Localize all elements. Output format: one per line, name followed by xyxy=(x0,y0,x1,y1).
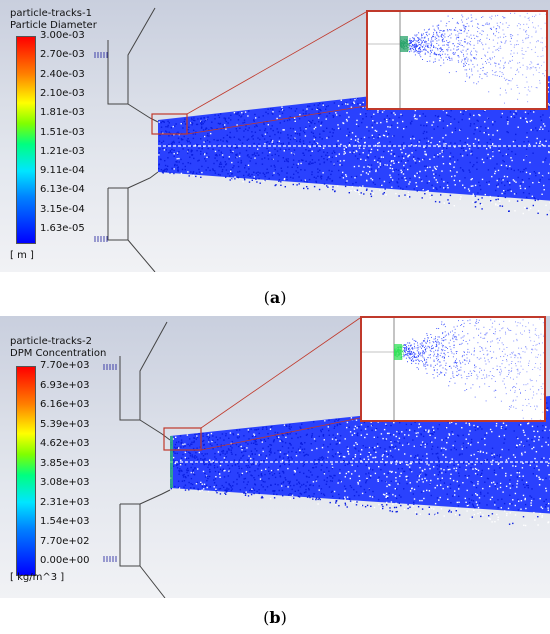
zoom-connector-line xyxy=(200,317,361,429)
colorbar-tick-label: 1.51e-03 xyxy=(40,126,85,138)
colorbar-tick-label: 1.81e-03 xyxy=(40,107,85,119)
colorbar-tick-label: 3.85e+03 xyxy=(40,457,90,469)
figure-caption-a: (a) xyxy=(263,288,287,307)
legend-title: particle-tracks-2 xyxy=(10,336,92,347)
inlet-arrows-bottom xyxy=(103,556,117,562)
colorbar-tick-label: 0.00e+00 xyxy=(40,555,90,566)
zoom-connector-line xyxy=(186,11,367,115)
particle-spray xyxy=(170,396,550,527)
zoom-connector-line xyxy=(186,105,367,135)
combustor-walls xyxy=(107,7,159,272)
caption-letter: b xyxy=(269,608,281,627)
legend-variable: DPM Concentration xyxy=(10,348,107,359)
figure-caption-b: (b) xyxy=(263,608,287,627)
zoom-region-box xyxy=(151,113,188,135)
colorbar-tick-label: 7.70e+03 xyxy=(40,360,90,371)
legend-unit: [ kg/m^3 ] xyxy=(10,572,65,583)
legend-title: particle-tracks-1 xyxy=(10,8,92,19)
colorbar-tick-label: 4.62e+03 xyxy=(40,438,90,449)
colorbar-tick-label: 7.70e+02 xyxy=(40,535,90,547)
panel-a-viewport: particle-tracks-1 Particle Diameter 3.00… xyxy=(0,0,550,272)
zoom-connector-line xyxy=(200,417,361,451)
colorbar-tick-label: 3.00e-03 xyxy=(40,30,85,41)
zoom-inset xyxy=(360,316,546,422)
zoom-inset-particles xyxy=(368,12,546,108)
colorbar xyxy=(16,36,36,244)
colorbar-tick-label: 3.15e-04 xyxy=(40,203,85,215)
inlet-arrows-bottom xyxy=(94,236,108,242)
zoom-region-box xyxy=(163,427,202,451)
inlet-arrows-top xyxy=(103,364,117,370)
caption-letter: a xyxy=(269,288,281,307)
colorbar-tick-label: 1.54e+03 xyxy=(40,516,90,527)
colorbar-tick-label: 6.16e+03 xyxy=(40,399,90,410)
colorbar-tick-label: 9.11e-04 xyxy=(40,165,85,177)
colorbar-tick-label: 3.08e+03 xyxy=(40,477,90,488)
colorbar-tick-label: 2.10e-03 xyxy=(40,87,85,99)
colorbar-tick-label: 1.21e-03 xyxy=(40,145,85,157)
colorbar-tick-label: 1.63e-05 xyxy=(40,223,85,234)
colorbar-tick-label: 2.40e-03 xyxy=(40,68,85,80)
combustor-walls xyxy=(119,321,171,598)
colorbar-tick-label: 6.93e+03 xyxy=(40,379,90,391)
colorbar-tick-label: 2.31e+03 xyxy=(40,496,90,508)
colorbar-tick-label: 6.13e-04 xyxy=(40,184,85,196)
colorbar-tick-label: 5.39e+03 xyxy=(40,418,90,430)
inlet-arrows-top xyxy=(94,52,108,58)
legend-variable: Particle Diameter xyxy=(10,20,97,31)
panel-b-viewport: particle-tracks-2 DPM Concentration 7.70… xyxy=(0,316,550,598)
colorbar-tick-label: 2.70e-03 xyxy=(40,49,85,61)
colorbar xyxy=(16,366,36,576)
zoom-inset xyxy=(366,10,548,110)
legend-unit: [ m ] xyxy=(10,250,34,261)
geometry-and-particles-b xyxy=(103,317,550,598)
zoom-inset-particles xyxy=(362,318,544,420)
